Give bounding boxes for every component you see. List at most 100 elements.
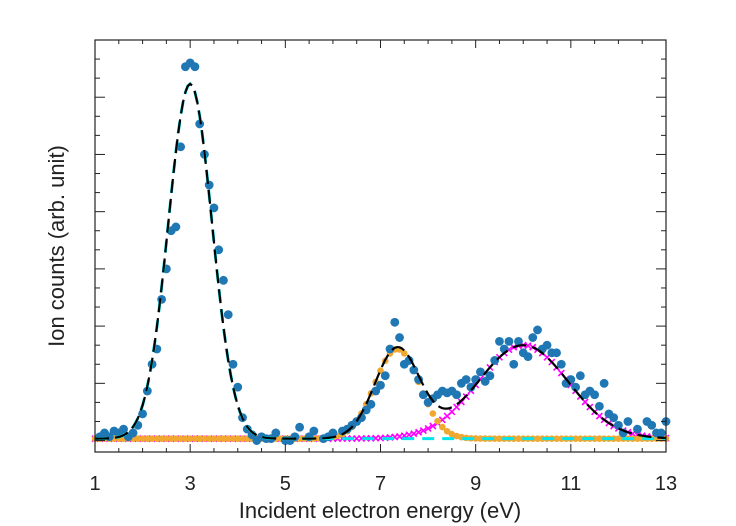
data-point bbox=[214, 245, 224, 255]
data-point bbox=[409, 365, 419, 375]
data-point bbox=[485, 371, 495, 381]
gauss2-dot bbox=[224, 435, 232, 442]
data-point bbox=[542, 340, 552, 350]
gauss2-dot bbox=[167, 435, 175, 442]
data-point bbox=[309, 426, 319, 436]
data-point bbox=[295, 422, 305, 432]
data-point bbox=[190, 62, 200, 72]
gauss3-cross bbox=[524, 342, 532, 350]
data-point bbox=[138, 409, 147, 419]
gauss2-dot bbox=[163, 435, 170, 442]
data-point bbox=[271, 428, 281, 438]
x-tick-label: 5 bbox=[280, 473, 291, 495]
x-tick-label: 9 bbox=[470, 473, 481, 495]
gauss2-dot bbox=[158, 435, 165, 442]
gauss2-dot bbox=[615, 435, 622, 442]
data-point bbox=[223, 310, 233, 320]
data-point bbox=[528, 333, 538, 342]
data-point bbox=[633, 424, 642, 434]
gauss3-cross bbox=[429, 422, 437, 430]
x-tick-label: 1 bbox=[89, 473, 100, 495]
data-point bbox=[176, 142, 186, 152]
data-point bbox=[128, 428, 138, 438]
data-point bbox=[219, 275, 228, 285]
data-point bbox=[395, 333, 404, 342]
data-point bbox=[514, 336, 523, 346]
gauss3-cross bbox=[424, 424, 432, 433]
data-point bbox=[594, 401, 604, 411]
x-axis-label: Incident electron energy (eV) bbox=[239, 498, 522, 523]
x-tick-label: 11 bbox=[560, 473, 581, 495]
data-point bbox=[380, 371, 390, 381]
gauss2-dot bbox=[443, 427, 451, 435]
data-point bbox=[523, 352, 533, 362]
gauss2-dot bbox=[210, 435, 218, 442]
gauss2-dot bbox=[148, 435, 156, 442]
data-point bbox=[647, 420, 657, 430]
data-point bbox=[233, 382, 243, 392]
data-point bbox=[533, 325, 542, 335]
data-point bbox=[476, 367, 485, 377]
gauss2-dot bbox=[134, 435, 142, 442]
y-axis-label: Ion counts (arb. unit) bbox=[44, 145, 69, 347]
data-point bbox=[575, 371, 585, 381]
gauss2-dot bbox=[191, 435, 199, 442]
gauss2-dot bbox=[477, 435, 484, 442]
data-point bbox=[614, 420, 623, 430]
data-point bbox=[418, 390, 428, 400]
gauss2-dot bbox=[144, 435, 151, 442]
data-point bbox=[599, 378, 609, 388]
gauss2-dot bbox=[577, 435, 584, 442]
gauss2-dot bbox=[534, 435, 541, 442]
gauss2-dot bbox=[491, 435, 499, 442]
gauss2-dot bbox=[400, 350, 408, 357]
gauss3-cross bbox=[415, 428, 423, 436]
data-point bbox=[171, 222, 181, 232]
gauss2-dot bbox=[553, 435, 560, 442]
gauss2-dot bbox=[205, 435, 213, 442]
gauss2-dot bbox=[515, 435, 522, 442]
x-tick-label: 7 bbox=[375, 473, 386, 495]
data-point bbox=[504, 336, 514, 346]
data-point bbox=[461, 375, 471, 384]
data-point bbox=[590, 390, 600, 400]
gauss2-dot bbox=[591, 435, 598, 442]
gauss2-dot bbox=[139, 435, 146, 442]
gauss2-dot bbox=[429, 410, 437, 417]
gauss2-dot bbox=[634, 435, 641, 442]
gauss2-dot bbox=[558, 435, 565, 442]
total-fit-curve bbox=[94, 82, 667, 440]
gauss2-dot bbox=[172, 435, 180, 442]
data-point bbox=[390, 317, 400, 327]
data-point bbox=[656, 428, 666, 438]
gauss2-dot bbox=[496, 435, 503, 442]
gauss2-dot bbox=[234, 435, 242, 442]
data-point bbox=[385, 344, 395, 354]
gauss2-dot bbox=[186, 435, 194, 442]
data-point bbox=[556, 359, 566, 369]
gauss2-dot bbox=[177, 435, 184, 442]
data-point bbox=[509, 359, 519, 369]
gauss2-dot bbox=[196, 435, 203, 442]
gauss2-dot bbox=[572, 435, 579, 442]
x-tick-label: 3 bbox=[185, 473, 196, 495]
data-point bbox=[376, 380, 385, 390]
gauss2-dot bbox=[182, 435, 189, 442]
gauss2-dot bbox=[229, 435, 237, 442]
gauss2-dot bbox=[201, 435, 208, 442]
gauss3-cross bbox=[410, 430, 418, 438]
data-point bbox=[366, 399, 376, 409]
gauss2-dot bbox=[215, 435, 223, 442]
data-point bbox=[623, 417, 633, 426]
x-tick-labels: 1 3 5 7 9 11 13 bbox=[89, 473, 677, 495]
data-point bbox=[452, 390, 462, 400]
data-point bbox=[495, 336, 504, 346]
data-point bbox=[228, 359, 238, 369]
axis-ticks bbox=[94, 40, 667, 452]
gauss3-cross bbox=[419, 426, 427, 435]
data-point bbox=[204, 180, 214, 190]
plot-area bbox=[91, 58, 671, 445]
data-point bbox=[552, 348, 561, 358]
